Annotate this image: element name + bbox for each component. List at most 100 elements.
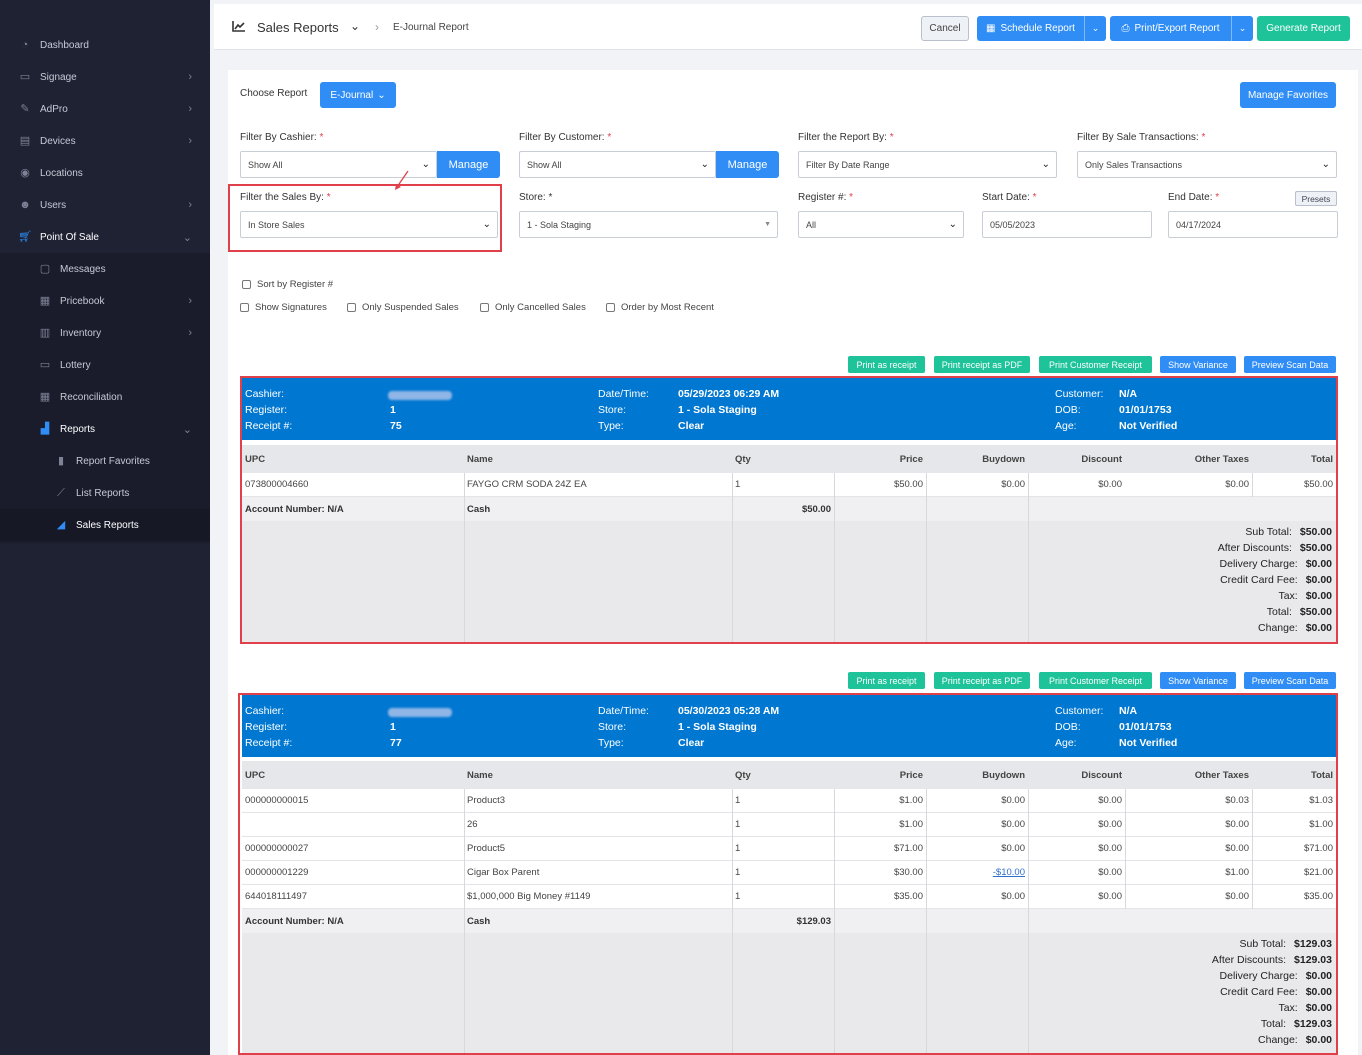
chevron-down-icon[interactable]: ⌄ — [1084, 16, 1106, 41]
line-chart-icon: ⟋ — [57, 487, 65, 499]
account-row: Account Number: N/A Cash $129.03 — [242, 909, 1336, 933]
sidebar-item-reconciliation[interactable]: ▦ Reconciliation — [39, 391, 123, 403]
show-signatures-checkbox[interactable]: Show Signatures — [240, 302, 327, 313]
ticket-icon: ▭ — [39, 359, 51, 371]
main-content: Sales Reports ⌄ › E-Journal Report Cance… — [210, 0, 1362, 1055]
presets-button[interactable]: Presets — [1295, 191, 1337, 206]
print-customer-receipt-button[interactable]: Print Customer Receipt — [1039, 672, 1152, 689]
receipt-header: Cashier: Register: 1 Receipt #: 77 Date/… — [242, 695, 1336, 757]
cancel-button[interactable]: Cancel — [921, 16, 969, 41]
calendar-icon: ▦ — [986, 23, 996, 34]
table-header: UPC Name Qty Price Buydown Discount Othe… — [242, 445, 1336, 473]
preview-scan-data-button[interactable]: Preview Scan Data — [1244, 356, 1336, 373]
chevron-right-icon: › — [188, 103, 192, 115]
sidebar-item-messages[interactable]: ▢ Messages — [39, 263, 106, 275]
sort-by-register-checkbox[interactable]: Sort by Register # — [242, 279, 333, 290]
table-row: 000000001229 Cigar Box Parent 1 $30.00 -… — [242, 861, 1336, 885]
checkbox[interactable] — [240, 303, 249, 312]
receipt-card: Cashier: Register: 1 Receipt #: 75 Date/… — [242, 378, 1336, 642]
table-row: 073800004660 FAYGO CRM SODA 24Z EA 1 $50… — [242, 473, 1336, 497]
breadcrumb: E-Journal Report — [393, 22, 469, 33]
customer-manage-button[interactable]: Manage — [716, 151, 779, 178]
sidebar-item-sales-reports[interactable]: ◢ Sales Reports — [0, 509, 210, 541]
table-row: 000000000027 Product5 1 $71.00 $0.00 $0.… — [242, 837, 1336, 861]
cashier-select[interactable]: Show All ⌄ — [240, 151, 437, 178]
tax: Tax: $0.00 — [1278, 590, 1332, 602]
order-most-recent-checkbox[interactable]: Order by Most Recent — [606, 302, 714, 313]
sub-total: Sub Total: $129.03 — [1239, 938, 1332, 950]
preview-scan-data-button[interactable]: Preview Scan Data — [1244, 672, 1336, 689]
print-receipt-button[interactable]: Print as receipt — [848, 356, 925, 373]
receipt-header: Cashier: Register: 1 Receipt #: 75 Date/… — [242, 378, 1336, 440]
customer-select[interactable]: Show All ⌄ — [519, 151, 716, 178]
tax: Tax: $0.00 — [1278, 1002, 1332, 1014]
total: Total: $129.03 — [1260, 1018, 1332, 1030]
only-suspended-checkbox[interactable]: Only Suspended Sales — [347, 302, 459, 313]
sidebar-item-inventory[interactable]: ▥ Inventory › — [39, 327, 192, 339]
checkbox[interactable] — [480, 303, 489, 312]
sidebar-item-adpro[interactable]: ✎ AdPro › — [0, 93, 210, 125]
highlight-box — [228, 184, 502, 252]
sale-transactions-select[interactable]: Only Sales Transactions ⌄ — [1077, 151, 1337, 178]
print-pdf-button[interactable]: Print receipt as PDF — [934, 672, 1030, 689]
chevron-down-icon: ⌄ — [1041, 159, 1050, 170]
report-by-select[interactable]: Filter By Date Range ⌄ — [798, 151, 1057, 178]
print-customer-receipt-button[interactable]: Print Customer Receipt — [1039, 356, 1152, 373]
end-date-input[interactable]: 04/17/2024 — [1168, 211, 1338, 238]
generate-report-button[interactable]: Generate Report — [1257, 16, 1350, 41]
sale-transactions-filter-label: Filter By Sale Transactions: * — [1077, 132, 1206, 143]
register-select[interactable]: All ⌄ — [798, 211, 964, 238]
chevron-down-icon[interactable]: ⌄ — [350, 19, 361, 33]
annotation-arrow-icon — [395, 170, 409, 190]
buydown-link[interactable]: -$10.00 — [992, 867, 1025, 878]
sidebar-item-locations[interactable]: ◉ Locations — [0, 157, 210, 189]
print-receipt-button[interactable]: Print as receipt — [848, 672, 925, 689]
sidebar-item-report-favorites[interactable]: ▮ Report Favorites — [0, 445, 210, 477]
message-icon: ▢ — [39, 263, 51, 275]
checkbox[interactable] — [347, 303, 356, 312]
credit-card-fee: Credit Card Fee: $0.00 — [1220, 574, 1332, 586]
report-by-filter-label: Filter the Report By: * — [798, 132, 894, 143]
sidebar-item-lottery[interactable]: ▭ Lottery — [39, 359, 91, 371]
sidebar-item-pricebook[interactable]: ▦ Pricebook › — [39, 295, 192, 307]
choose-report-dropdown[interactable]: E-Journal ⌄ — [320, 82, 396, 108]
sidebar-item-reports[interactable]: ▟ Reports ⌄ — [0, 413, 210, 445]
sidebar-item-users[interactable]: ☻ Users › — [19, 199, 192, 211]
checkbox[interactable] — [242, 280, 251, 289]
checkbox[interactable] — [606, 303, 615, 312]
sidebar-item-signage[interactable]: ▭ Signage › — [19, 71, 192, 83]
change: Change: $0.00 — [1258, 622, 1332, 634]
cashier-filter-label: Filter By Cashier: * — [240, 132, 324, 143]
area-chart-icon — [232, 21, 245, 32]
sidebar: ◔ Dashboard ▭ Signage › ✎ AdPro › ▤ Devi… — [0, 0, 210, 1055]
page-title: Sales Reports — [257, 20, 339, 35]
devices-icon: ▤ — [19, 135, 31, 147]
print-export-button[interactable]: ⎙ Print/Export Report ⌄ — [1110, 16, 1253, 41]
chevron-right-icon: › — [188, 135, 192, 147]
receipt-card: Cashier: Register: 1 Receipt #: 77 Date/… — [242, 695, 1336, 1055]
sidebar-item-point-of-sale[interactable]: 🛒︎ Point Of Sale ⌄ — [18, 231, 192, 244]
chevron-down-icon: ⌄ — [700, 159, 709, 170]
manage-favorites-button[interactable]: Manage Favorites — [1240, 82, 1336, 108]
sidebar-item-devices[interactable]: ▤ Devices › — [19, 135, 192, 147]
show-variance-button[interactable]: Show Variance — [1160, 356, 1236, 373]
brush-icon: ✎ — [20, 103, 30, 115]
grid-icon: ▦ — [39, 391, 51, 403]
show-variance-button[interactable]: Show Variance — [1160, 672, 1236, 689]
print-pdf-button[interactable]: Print receipt as PDF — [934, 356, 1030, 373]
delivery-charge: Delivery Charge: $0.00 — [1219, 970, 1332, 982]
account-row: Account Number: N/A Cash $50.00 — [242, 497, 1336, 521]
sidebar-item-dashboard[interactable]: ◔ Dashboard — [0, 29, 210, 61]
highlight-box — [238, 693, 1338, 1055]
store-select[interactable]: 1 - Sola Staging ▼ — [519, 211, 778, 238]
cashier-manage-button[interactable]: Manage — [437, 151, 500, 178]
sidebar-item-list-reports[interactable]: ⟋ List Reports — [0, 477, 210, 509]
start-date-input[interactable]: 05/05/2023 — [982, 211, 1152, 238]
only-cancelled-checkbox[interactable]: Only Cancelled Sales — [480, 302, 586, 313]
sales-by-select[interactable]: In Store Sales ⌄ — [240, 211, 498, 238]
schedule-report-button[interactable]: ▦ Schedule Report ⌄ — [977, 16, 1106, 41]
after-discounts: After Discounts: $129.03 — [1211, 954, 1332, 966]
chevron-down-icon[interactable]: ⌄ — [1231, 16, 1253, 41]
chevron-right-icon: › — [188, 327, 192, 339]
cart-icon: 🛒︎ — [18, 231, 32, 243]
